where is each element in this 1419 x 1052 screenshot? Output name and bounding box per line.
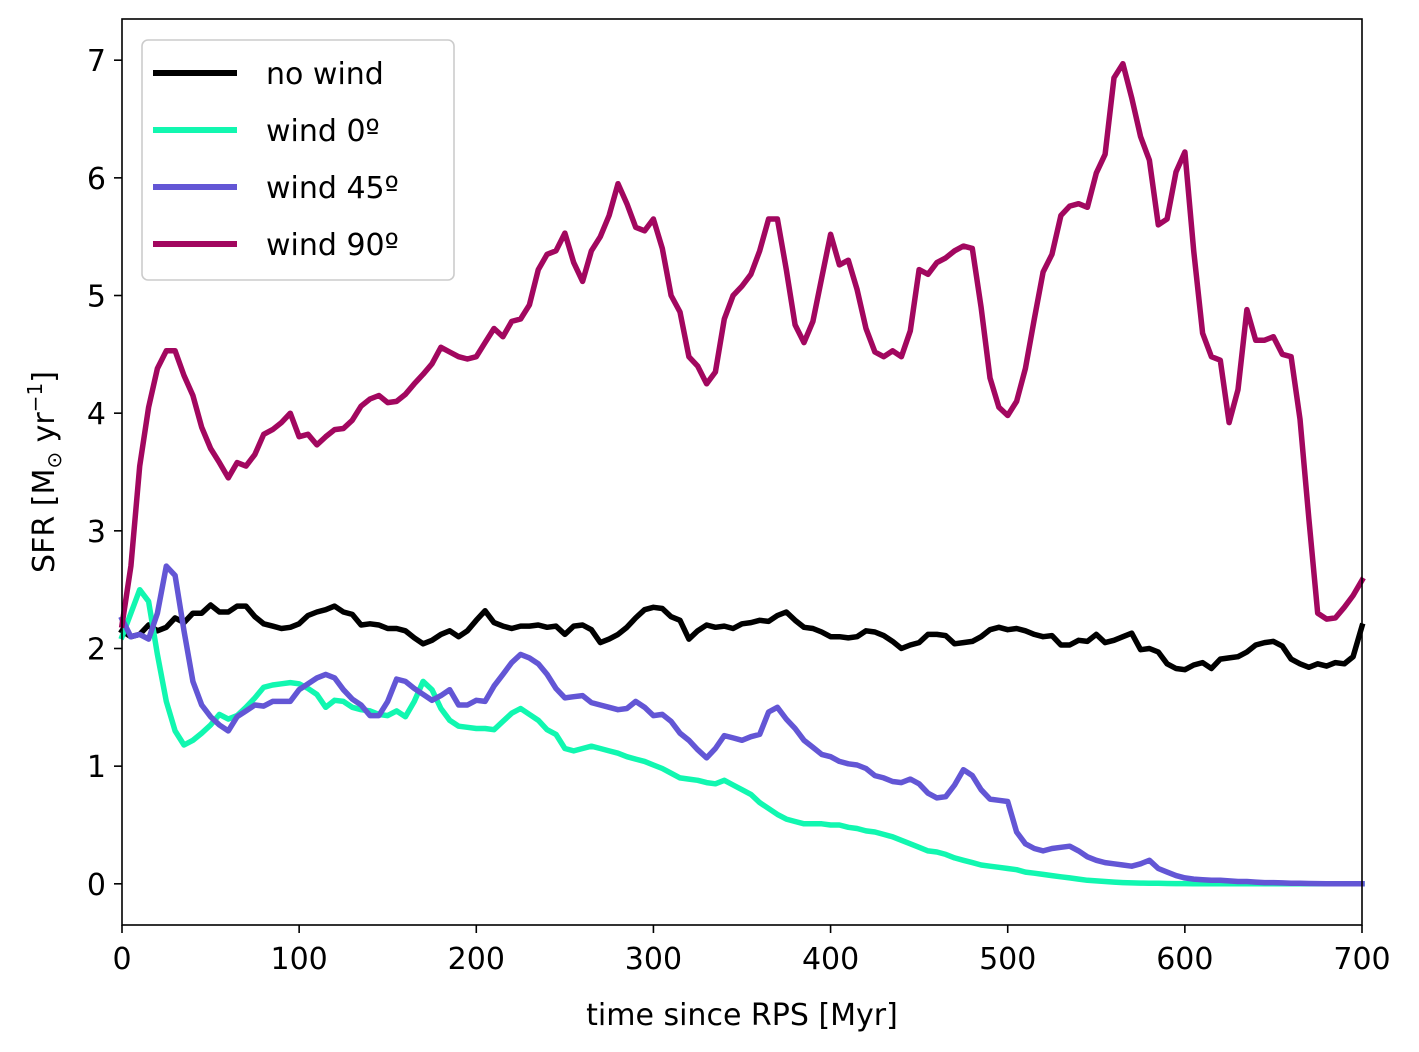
x-tick-label: 100 bbox=[271, 942, 328, 977]
x-tick-label: 600 bbox=[1156, 942, 1213, 977]
legend-item-no-wind: no wind bbox=[153, 57, 384, 92]
y-axis-label-main: SFR [M bbox=[27, 469, 62, 573]
y-axis-label-mid: yr bbox=[27, 412, 62, 452]
plot-area bbox=[118, 60, 1366, 887]
x-axis: 0 100 200 300 400 500 600 700 bbox=[112, 925, 1391, 977]
series-line-no-wind bbox=[118, 602, 1366, 673]
y-tick-label: 1 bbox=[87, 750, 106, 785]
x-tick-label: 500 bbox=[979, 942, 1036, 977]
plot-frame bbox=[121, 18, 1363, 926]
series-line-wind-0 bbox=[118, 586, 1365, 887]
legend: no wind wind 0º wind 45º wind 90º bbox=[141, 39, 455, 281]
x-tick-label: 400 bbox=[802, 942, 859, 977]
legend-items: no wind wind 0º wind 45º wind 90º bbox=[153, 57, 399, 263]
legend-item-wind-0: wind 0º bbox=[153, 114, 380, 149]
x-axis-label: time since RPS [Myr] bbox=[586, 998, 898, 1033]
legend-item-wind-90: wind 90º bbox=[153, 228, 399, 263]
y-tick-label: 6 bbox=[87, 162, 106, 197]
y-axis-label-sup: −1 bbox=[23, 383, 47, 412]
legend-label: no wind bbox=[266, 57, 384, 92]
legend-item-wind-45: wind 45º bbox=[153, 171, 399, 206]
x-tick-label: 700 bbox=[1333, 942, 1390, 977]
legend-label: wind 45º bbox=[266, 171, 399, 206]
y-axis-label-end: ] bbox=[27, 371, 62, 383]
svg-text:SFR [M⊙ yr−1]: SFR [M⊙ yr−1] bbox=[23, 371, 66, 573]
legend-label: wind 90º bbox=[266, 228, 399, 263]
y-axis-label-sub: ⊙ bbox=[42, 452, 66, 469]
x-tick-label: 300 bbox=[625, 942, 682, 977]
legend-frame bbox=[141, 39, 455, 281]
y-axis: 0 1 2 3 4 5 6 7 bbox=[87, 44, 122, 903]
legend-label: wind 0º bbox=[266, 114, 380, 149]
series-line-wind-90 bbox=[118, 60, 1366, 629]
x-tick-label: 0 bbox=[112, 942, 131, 977]
y-tick-label: 2 bbox=[87, 632, 106, 667]
y-tick-label: 0 bbox=[87, 868, 106, 903]
y-tick-label: 7 bbox=[87, 44, 106, 79]
y-tick-label: 3 bbox=[87, 515, 106, 550]
y-tick-label: 4 bbox=[87, 397, 106, 432]
series-line-wind-45 bbox=[118, 563, 1365, 887]
y-tick-label: 5 bbox=[87, 280, 106, 315]
x-tick-label: 200 bbox=[448, 942, 505, 977]
y-axis-label: SFR [M⊙ yr−1] bbox=[23, 371, 66, 573]
